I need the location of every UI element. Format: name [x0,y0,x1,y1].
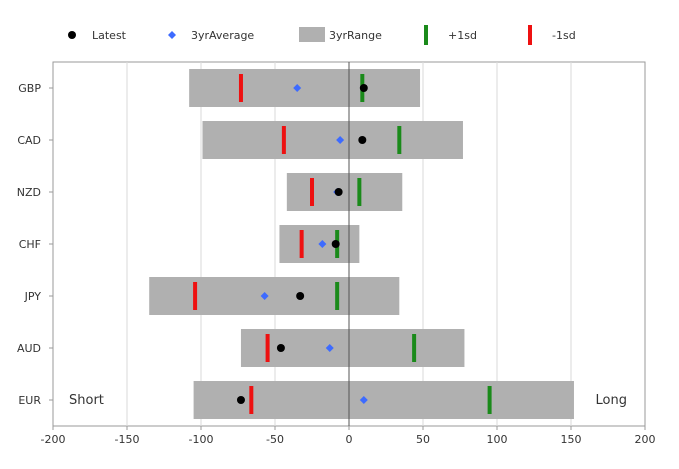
avg-point [336,136,345,144]
legend-item-range: 3yrRange [299,27,382,42]
legend-label: Latest [92,29,127,42]
legend-item-plus1sd: +1sd [424,25,477,45]
category-label: AUD [17,342,41,355]
x-tick-label: 200 [635,433,656,446]
legend-label: 3yrRange [329,29,382,42]
x-tick-label: 150 [561,433,582,446]
x-tick-label: -100 [189,433,214,446]
range-bar [189,69,421,107]
x-tick-label: 0 [346,433,353,446]
plus1sd-mark [357,178,362,206]
points [236,84,368,404]
avg-point [293,84,302,92]
legend-item-minus1sd: -1sd [528,25,576,45]
x-tick-label: 50 [416,433,430,446]
latest-point [358,136,367,144]
plus1sd-mark [412,334,417,362]
avg-point [359,396,368,404]
avg-point [318,240,327,248]
legend-label: 3yrAverage [191,29,254,42]
x-tick-label: -150 [115,433,140,446]
range-bar [286,173,403,211]
legend-marker [528,25,532,45]
range-bar [202,121,463,159]
avg-point [260,292,269,300]
plus1sd-mark [397,126,402,154]
minus1sd-mark [299,230,304,258]
category-label: EUR [18,394,41,407]
legend-marker [424,25,428,45]
latest-point [236,396,245,404]
legend-item-avg: 3yrAverage [168,29,254,42]
plus1sd-mark [487,386,492,414]
annotation-short: Short [69,393,104,408]
category-labels: GBP CAD NZD CHF JPY AUD EUR [17,82,53,407]
latest-point [334,188,343,196]
range-bar [193,381,574,419]
latest-point [276,344,285,352]
plus1sd-mark [335,282,340,310]
minus1sd-mark [281,126,286,154]
x-tick-label: 100 [487,433,508,446]
latest-point [359,84,368,92]
category-label: NZD [17,186,41,199]
minus1sd-mark [310,178,314,206]
legend-marker [68,31,76,39]
range-bar [240,329,465,367]
x-tick-labels: -200 -150 -100 -50 0 50 100 150 200 [41,426,656,446]
x-tick-label: -50 [266,433,284,446]
minus1sd-mark [265,334,270,362]
range-bars [149,69,574,419]
x-tick-label: -200 [41,433,66,446]
category-label: CHF [19,238,41,251]
legend-marker [299,27,325,42]
category-label: CAD [17,134,41,147]
latest-point [296,292,305,300]
latest-point [331,240,340,248]
minus1sd-mark [193,282,198,310]
legend-marker [168,31,176,39]
legend-item-latest: Latest [68,29,127,42]
legend: Latest 3yrAverage 3yrRange +1sd -1sd [68,25,576,45]
category-label: GBP [18,82,41,95]
legend-label: -1sd [552,29,576,42]
minus1sd-mark [249,386,254,414]
annotation-long: Long [596,393,627,408]
category-label: JPY [24,290,42,303]
avg-point [325,344,334,352]
legend-label: +1sd [448,29,477,42]
range-bar [149,277,400,315]
minus1sd-mark [238,74,243,102]
